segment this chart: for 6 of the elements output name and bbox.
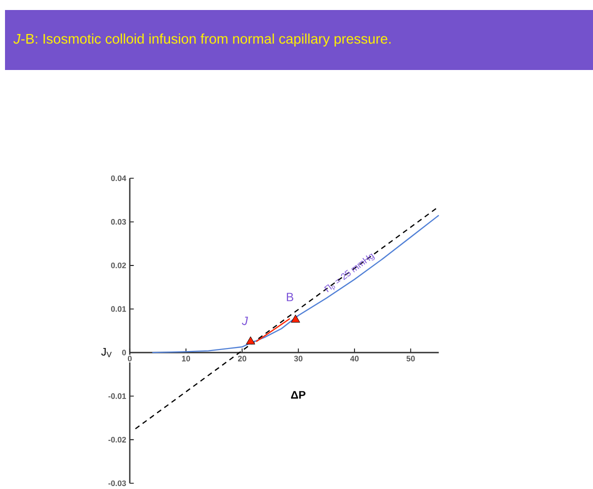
line-series <box>152 214 440 353</box>
y-axis-title: J$_{V}$ <box>101 348 112 357</box>
annotation: B <box>286 292 294 301</box>
x-axis-title: ΔP <box>291 390 306 398</box>
chart-title: J-B: Isosmotic colloid infusion from normal capillary pressure. <box>13 33 391 46</box>
annotation: J <box>242 316 248 325</box>
